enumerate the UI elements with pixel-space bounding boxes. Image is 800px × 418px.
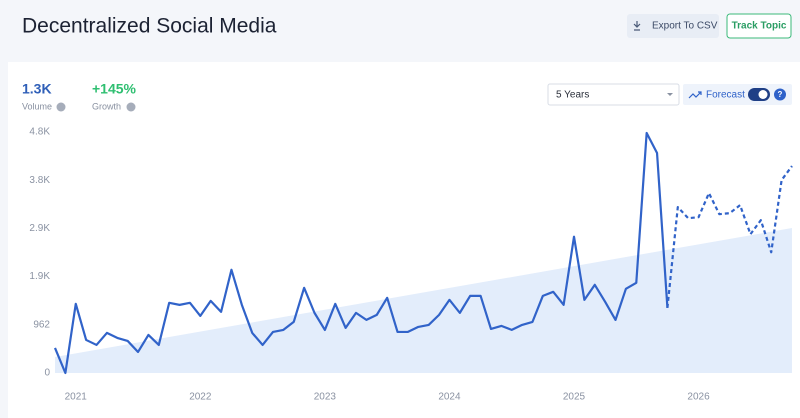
x-tick-label: 2026 <box>687 392 710 403</box>
forecast-label: Forecast <box>706 90 745 101</box>
trend-area <box>55 227 792 373</box>
y-tick-label: 2.9K <box>29 223 50 234</box>
y-tick-label: 1.9K <box>29 271 50 282</box>
growth-value: +145% <box>92 81 137 97</box>
trend-line <box>53 131 669 375</box>
x-tick-label: 2025 <box>563 392 586 403</box>
x-tick-label: 2024 <box>438 392 461 403</box>
track-button[interactable]: Track Topic <box>726 13 792 39</box>
export-button[interactable]: Export To CSV <box>627 14 719 38</box>
help-icon[interactable] <box>126 102 136 112</box>
y-tick-label: 0 <box>44 368 50 379</box>
y-tick-label: 3.8K <box>29 175 50 186</box>
svg-text:?: ? <box>778 90 783 99</box>
page-title: Decentralized Social Media <box>22 15 277 38</box>
y-tick-label: 962 <box>33 319 50 330</box>
range-select[interactable]: 5 Years <box>547 83 680 106</box>
plot: 0 962 1.9K 2.9K 3.8K 4.8K 2021 2022 2023 2024 2025… <box>29 127 793 403</box>
x-tick-label: 2023 <box>314 392 337 403</box>
forecast-toggle[interactable]: Forecast ? <box>683 84 792 105</box>
track-label: Track Topic <box>732 21 787 32</box>
growth-label: Growth <box>92 101 121 111</box>
volume-label: Volume <box>22 101 52 111</box>
volume-value: 1.3K <box>22 81 52 97</box>
help-icon[interactable] <box>56 102 66 112</box>
export-label: Export To CSV <box>652 21 718 32</box>
x-tick-label: 2021 <box>65 392 88 403</box>
forecast-line <box>666 165 793 308</box>
y-tick-label: 4.8K <box>29 127 50 138</box>
range-value: 5 Years <box>556 90 589 101</box>
x-tick-label: 2022 <box>189 392 212 403</box>
